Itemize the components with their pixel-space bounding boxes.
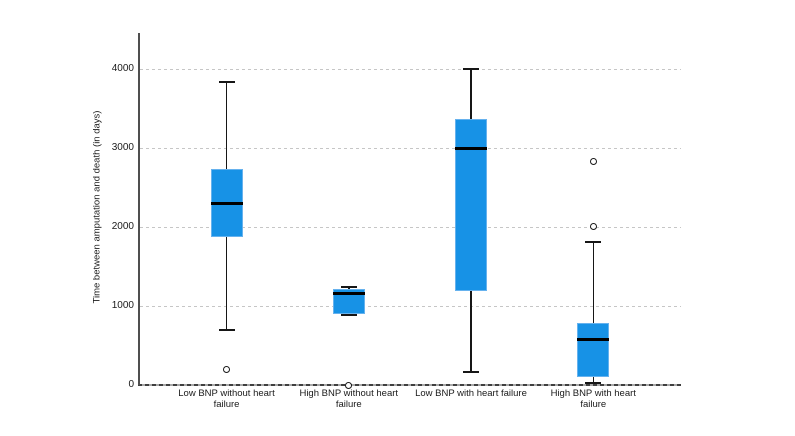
outlier-point	[223, 365, 230, 373]
category-label: Low BNP without heart failure	[178, 388, 275, 410]
category-label: High BNP without heart failure	[299, 388, 399, 410]
outlier-point	[589, 222, 597, 230]
gridline-4000	[140, 69, 681, 70]
y-axis-line	[138, 33, 140, 385]
median-line	[455, 146, 487, 150]
whisker-cap-lower	[585, 381, 602, 384]
box-rect	[455, 118, 487, 291]
y-tick-label-1000: 1000	[111, 300, 134, 311]
whisker-cap-upper	[340, 286, 357, 289]
x-axis-line	[138, 384, 681, 386]
y-axis-title: Time between amputation and death (in da…	[91, 110, 103, 304]
whisker-cap-lower	[340, 314, 357, 317]
box-rect	[577, 322, 610, 377]
gridline-1000	[140, 306, 681, 307]
whisker-line	[592, 242, 594, 383]
median-line	[577, 337, 610, 341]
outlier-point	[345, 381, 353, 389]
y-tick-label-0: 0	[128, 379, 134, 390]
whisker-cap-upper	[463, 68, 479, 70]
category-label: High BNP with heart failure	[550, 388, 636, 410]
y-tick-label-2000: 2000	[111, 221, 134, 232]
whisker-cap-lower	[218, 328, 235, 331]
plot-area	[138, 33, 681, 389]
median-line	[210, 201, 243, 205]
category-label: Low BNP with heart failure	[415, 388, 527, 399]
median-line	[332, 291, 365, 295]
whisker-cap-upper	[585, 241, 602, 243]
gridline-2000	[140, 227, 681, 228]
y-tick-label-4000: 4000	[111, 63, 134, 74]
outlier-point	[589, 157, 597, 165]
gridline-3000	[140, 148, 681, 149]
whisker-cap-upper	[218, 80, 235, 83]
y-tick-label-3000: 3000	[111, 142, 134, 153]
whisker-cap-lower	[463, 371, 479, 374]
